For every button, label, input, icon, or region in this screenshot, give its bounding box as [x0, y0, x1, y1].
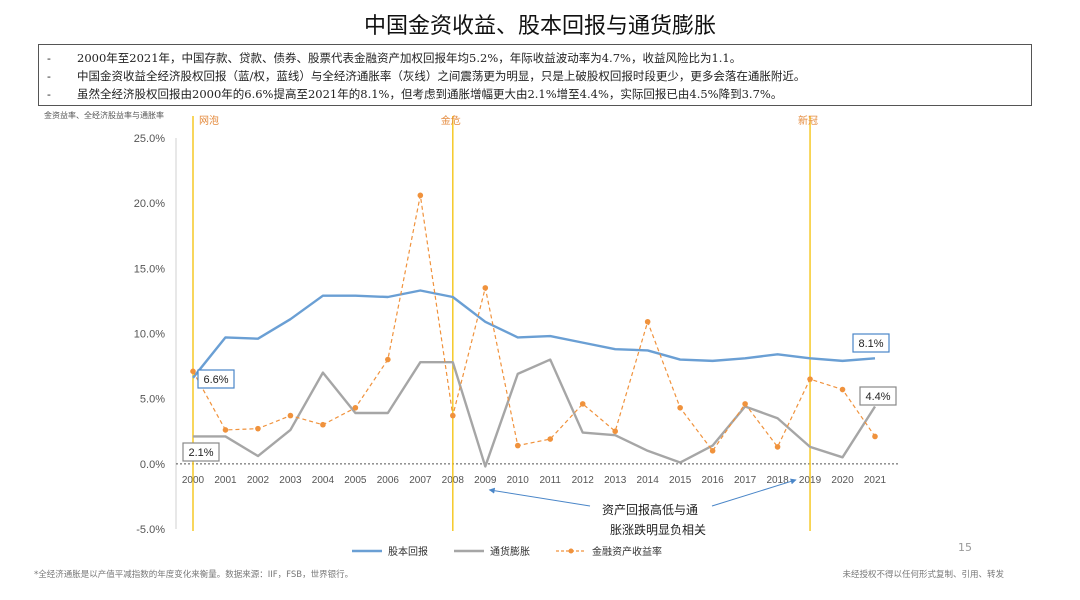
- y-tick-label: 20.0%: [134, 198, 165, 210]
- x-tick-label: 2005: [344, 475, 367, 486]
- data-point: [644, 318, 651, 325]
- legend-label-inflation: 通货膨胀: [490, 547, 530, 558]
- x-tick-label: 2010: [507, 475, 530, 486]
- callout-box: [852, 333, 890, 353]
- x-tick-label: 2015: [669, 475, 692, 486]
- summary-box: -2000年至2021年，中国存款、贷款、债券、股票代表金融资产加权回报年均5.…: [38, 44, 1032, 106]
- data-point: [839, 386, 846, 393]
- callout-box: [197, 369, 235, 389]
- x-tick-label: 2002: [247, 475, 270, 486]
- callout-label: 2.1%: [188, 447, 213, 459]
- y-tick-label: -5.0%: [136, 524, 165, 536]
- event-label: 金危: [441, 114, 461, 127]
- data-point: [514, 442, 521, 449]
- chart-legend: 股本回报 通货膨胀 金融资产收益率: [352, 543, 662, 558]
- data-point: [547, 436, 554, 442]
- callout-label: 4.4%: [865, 391, 890, 403]
- legend-swatch-equity: [352, 549, 382, 552]
- y-tick-label: 25.0%: [134, 133, 165, 145]
- legend-swatch-financial-return: [556, 548, 586, 553]
- y-tick-label: 5.0%: [140, 394, 165, 406]
- bullet-dash: -: [47, 69, 51, 83]
- x-tick-label: 2018: [766, 475, 789, 486]
- legend-label-financial-return: 金融资产收益率: [592, 547, 662, 558]
- callout-box: [859, 386, 897, 406]
- data-point: [579, 401, 586, 407]
- x-tick-label: 2012: [572, 475, 595, 486]
- x-tick-label: 2009: [474, 475, 497, 486]
- annotation-text-line-1: 资产回报高低与通: [602, 502, 698, 517]
- copyright-notice: 未经授权不得以任何形式复制、引用、转发: [842, 570, 1004, 580]
- series-line-1: [193, 358, 877, 468]
- data-point: [872, 433, 878, 440]
- x-tick-label: 2004: [312, 475, 335, 486]
- x-tick-label: 2007: [409, 475, 432, 486]
- event-label: 网泡: [199, 114, 219, 127]
- data-point: [190, 368, 196, 375]
- data-point: [222, 427, 229, 433]
- x-tick-label: 2013: [604, 475, 627, 486]
- event-label: 新冠: [798, 114, 818, 127]
- callout-box: [182, 442, 220, 462]
- x-tick-label: 2016: [701, 475, 724, 486]
- page-title: 中国金资收益、股本回报与通货膨胀: [363, 14, 716, 39]
- x-tick-label: 2003: [279, 475, 302, 486]
- legend-label-equity: 股本回报: [388, 547, 428, 558]
- page-number: 15: [958, 541, 972, 554]
- legend-item-financial-return: 金融资产收益率: [556, 543, 662, 558]
- data-point: [612, 428, 618, 435]
- footnote: *全经济通胀是以产值平减指数的年度变化来衡量。数据来源：IIF，FSB，世界银行…: [34, 570, 354, 580]
- data-point: [774, 444, 781, 450]
- summary-note-2: - 中国金资收益全经济股权回报（蓝/权，蓝线）与全经济通胀率（灰线）之间震荡更为明…: [47, 69, 806, 83]
- y-tick-label: 0.0%: [140, 459, 165, 471]
- x-tick-label: 2014: [637, 475, 660, 486]
- data-point: [677, 404, 683, 411]
- x-tick-label: 2021: [864, 475, 887, 486]
- callout-label: 6.6%: [203, 374, 228, 386]
- legend-item-inflation: 通货膨胀: [454, 543, 530, 558]
- x-tick-label: 2001: [214, 475, 237, 486]
- data-point: [742, 401, 748, 407]
- data-point: [417, 192, 424, 199]
- data-point: [320, 421, 326, 428]
- annotation-arrow-right: [711, 478, 797, 507]
- summary-note-3: - 虽然全经济股权回报由2000年的6.6%提高至2021年的8.1%，但考虑到通…: [47, 87, 783, 101]
- annotation-arrow-left: [488, 487, 591, 507]
- data-point: [255, 425, 261, 432]
- x-tick-label: 2011: [539, 475, 561, 486]
- data-point: [482, 285, 489, 291]
- annotation-text-line-2: 胀涨跌明显负相关: [610, 522, 706, 537]
- y-tick-label: 15.0%: [134, 263, 165, 275]
- legend-swatch-inflation: [454, 549, 484, 552]
- data-point: [709, 448, 716, 454]
- series-line-2: [192, 194, 876, 452]
- data-point: [287, 412, 294, 419]
- summary-note-1: -2000年至2021年，中国存款、贷款、债券、股票代表金融资产加权回报年均5.…: [47, 51, 742, 65]
- callout-label: 8.1%: [858, 338, 883, 350]
- bullet-dash: -: [47, 87, 51, 101]
- data-point: [352, 404, 359, 411]
- series-line-0: [192, 289, 876, 379]
- x-tick-label: 2006: [377, 475, 400, 486]
- x-tick-label: 2017: [734, 475, 757, 486]
- data-point: [807, 376, 813, 382]
- data-point: [450, 412, 456, 419]
- bullet-dash: -: [47, 51, 51, 65]
- y-tick-label: 10.0%: [134, 329, 165, 341]
- data-point: [385, 356, 391, 363]
- legend-item-equity: 股本回报: [352, 543, 428, 558]
- y-axis-caption: 金资益率、全经济股益率与通胀率: [44, 111, 164, 120]
- x-tick-label: 2020: [831, 475, 854, 486]
